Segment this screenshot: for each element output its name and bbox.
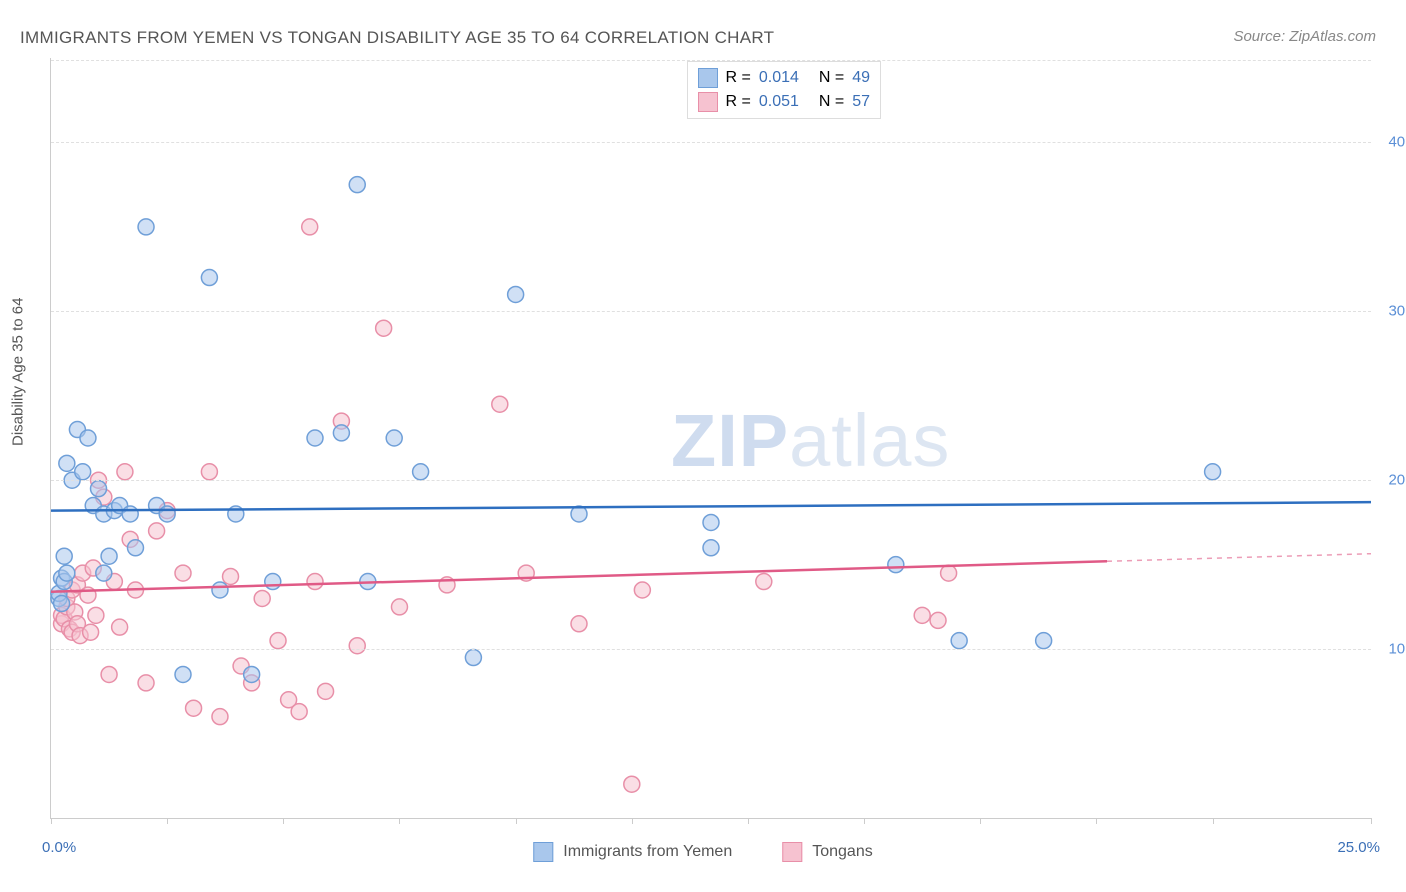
xtick bbox=[283, 818, 284, 824]
chart-plot-area: ZIPatlas R = 0.014 N = 49 R = 0.051 N = … bbox=[50, 58, 1371, 819]
series-legend: Immigrants from Yemen Tongans bbox=[533, 842, 872, 862]
scatter-plot-svg bbox=[51, 58, 1371, 818]
gridline bbox=[51, 311, 1371, 312]
series1-label: Immigrants from Yemen bbox=[563, 843, 732, 861]
ytick-label: 10.0% bbox=[1388, 641, 1406, 658]
xtick bbox=[632, 818, 633, 824]
xtick bbox=[51, 818, 52, 824]
n-value-tongans: 57 bbox=[852, 93, 870, 111]
gridline bbox=[51, 480, 1371, 481]
xtick-0: 0.0% bbox=[42, 839, 76, 856]
n-label: N = bbox=[819, 69, 844, 87]
r-label: R = bbox=[726, 69, 751, 87]
swatch-tongans bbox=[698, 92, 718, 112]
r-value-yemen: 0.014 bbox=[759, 69, 811, 87]
n-label: N = bbox=[819, 93, 844, 111]
y-axis-label: Disability Age 35 to 64 bbox=[10, 298, 27, 446]
n-value-yemen: 49 bbox=[852, 69, 870, 87]
gridline bbox=[51, 60, 1371, 61]
r-value-tongans: 0.051 bbox=[759, 93, 811, 111]
xtick bbox=[748, 818, 749, 824]
swatch-yemen-bottom bbox=[533, 842, 553, 862]
xtick bbox=[864, 818, 865, 824]
chart-title: IMMIGRANTS FROM YEMEN VS TONGAN DISABILI… bbox=[20, 28, 774, 48]
correlation-legend: R = 0.014 N = 49 R = 0.051 N = 57 bbox=[687, 61, 881, 119]
r-label: R = bbox=[726, 93, 751, 111]
xtick bbox=[980, 818, 981, 824]
swatch-tongans-bottom bbox=[782, 842, 802, 862]
xtick bbox=[1371, 818, 1372, 824]
xtick-25: 25.0% bbox=[1337, 839, 1380, 856]
ytick-label: 20.0% bbox=[1388, 472, 1406, 489]
legend-row-tongans: R = 0.051 N = 57 bbox=[698, 90, 870, 114]
xtick bbox=[1096, 818, 1097, 824]
gridline bbox=[51, 649, 1371, 650]
xtick bbox=[167, 818, 168, 824]
swatch-yemen bbox=[698, 68, 718, 88]
legend-row-yemen: R = 0.014 N = 49 bbox=[698, 66, 870, 90]
ytick-label: 40.0% bbox=[1388, 134, 1406, 151]
series2-label: Tongans bbox=[812, 843, 873, 861]
source-attribution: Source: ZipAtlas.com bbox=[1233, 28, 1376, 45]
xtick bbox=[1213, 818, 1214, 824]
xtick bbox=[399, 818, 400, 824]
ytick-label: 30.0% bbox=[1388, 303, 1406, 320]
gridline bbox=[51, 142, 1371, 143]
xtick bbox=[516, 818, 517, 824]
